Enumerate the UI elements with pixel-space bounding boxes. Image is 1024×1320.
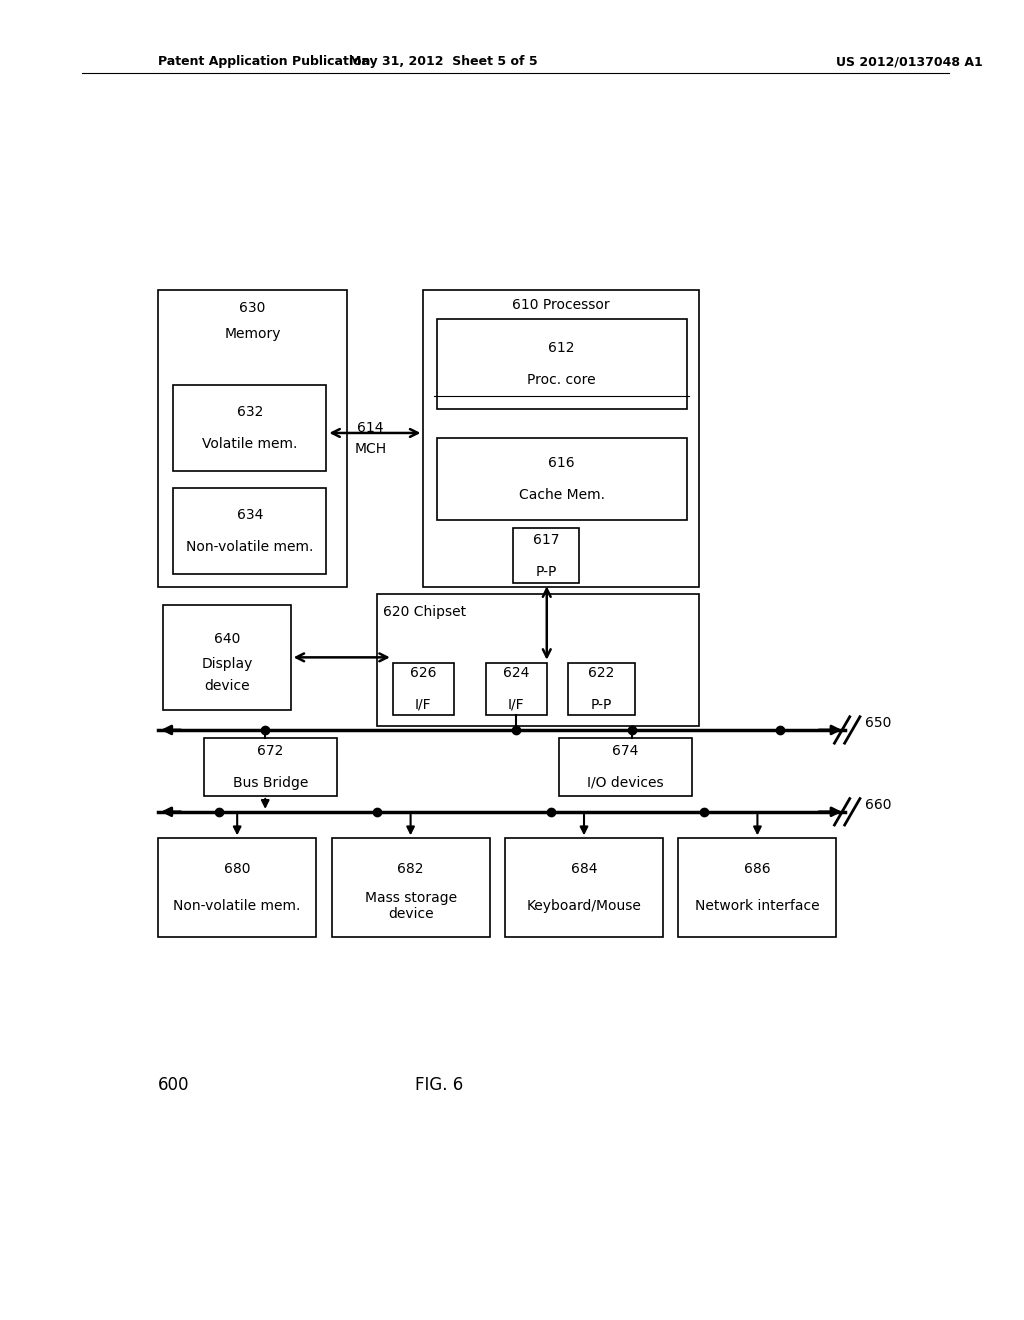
Text: Proc. core: Proc. core bbox=[527, 374, 596, 387]
Text: 624: 624 bbox=[503, 667, 529, 680]
Text: 620 Chipset: 620 Chipset bbox=[383, 605, 466, 619]
Text: Mass storage
device: Mass storage device bbox=[365, 891, 457, 921]
Text: 617: 617 bbox=[534, 533, 559, 546]
FancyBboxPatch shape bbox=[559, 738, 691, 796]
Text: Keyboard/Mouse: Keyboard/Mouse bbox=[526, 899, 641, 913]
FancyBboxPatch shape bbox=[485, 663, 547, 715]
Text: Display: Display bbox=[202, 657, 253, 671]
Text: 684: 684 bbox=[570, 862, 597, 876]
Text: 640: 640 bbox=[214, 632, 241, 645]
Text: Patent Application Publication: Patent Application Publication bbox=[158, 55, 371, 69]
FancyBboxPatch shape bbox=[505, 838, 664, 937]
Text: 612: 612 bbox=[548, 342, 574, 355]
FancyBboxPatch shape bbox=[393, 663, 454, 715]
Text: May 31, 2012  Sheet 5 of 5: May 31, 2012 Sheet 5 of 5 bbox=[349, 55, 538, 69]
Text: 626: 626 bbox=[410, 667, 436, 680]
Text: Volatile mem.: Volatile mem. bbox=[202, 437, 298, 451]
Text: 610 Processor: 610 Processor bbox=[512, 298, 610, 313]
Text: Memory: Memory bbox=[224, 327, 281, 342]
FancyBboxPatch shape bbox=[158, 838, 316, 937]
Text: US 2012/0137048 A1: US 2012/0137048 A1 bbox=[837, 55, 983, 69]
Text: 682: 682 bbox=[397, 862, 424, 876]
Text: I/F: I/F bbox=[508, 698, 524, 711]
Text: 630: 630 bbox=[240, 301, 265, 315]
FancyBboxPatch shape bbox=[158, 290, 347, 587]
Text: 616: 616 bbox=[548, 457, 574, 470]
Text: 650: 650 bbox=[865, 717, 892, 730]
Text: 660: 660 bbox=[865, 799, 892, 812]
Text: MCH: MCH bbox=[354, 442, 386, 455]
Text: 600: 600 bbox=[158, 1076, 189, 1094]
Text: 622: 622 bbox=[588, 667, 614, 680]
FancyBboxPatch shape bbox=[173, 385, 327, 471]
Text: I/O devices: I/O devices bbox=[587, 776, 664, 789]
FancyBboxPatch shape bbox=[163, 605, 291, 710]
FancyBboxPatch shape bbox=[173, 488, 327, 574]
Text: 680: 680 bbox=[224, 862, 251, 876]
Text: 614: 614 bbox=[357, 421, 384, 434]
Text: device: device bbox=[204, 680, 250, 693]
Text: 634: 634 bbox=[237, 508, 263, 523]
Text: Bus Bridge: Bus Bridge bbox=[232, 776, 308, 789]
FancyBboxPatch shape bbox=[378, 594, 698, 726]
Text: P-P: P-P bbox=[591, 698, 612, 711]
Text: 672: 672 bbox=[257, 744, 284, 758]
Text: 674: 674 bbox=[612, 744, 639, 758]
Text: Network interface: Network interface bbox=[695, 899, 820, 913]
FancyBboxPatch shape bbox=[332, 838, 489, 937]
FancyBboxPatch shape bbox=[513, 528, 580, 583]
FancyBboxPatch shape bbox=[436, 319, 686, 409]
Text: FIG. 6: FIG. 6 bbox=[415, 1076, 463, 1094]
FancyBboxPatch shape bbox=[423, 290, 698, 587]
Text: 632: 632 bbox=[237, 405, 263, 420]
Text: P-P: P-P bbox=[536, 565, 557, 578]
FancyBboxPatch shape bbox=[568, 663, 635, 715]
FancyBboxPatch shape bbox=[204, 738, 337, 796]
Text: Non-volatile mem.: Non-volatile mem. bbox=[173, 899, 301, 913]
FancyBboxPatch shape bbox=[678, 838, 837, 937]
Text: Non-volatile mem.: Non-volatile mem. bbox=[186, 540, 313, 554]
Text: Cache Mem.: Cache Mem. bbox=[518, 488, 604, 502]
Text: I/F: I/F bbox=[415, 698, 432, 711]
Text: 686: 686 bbox=[744, 862, 771, 876]
FancyBboxPatch shape bbox=[436, 438, 686, 520]
